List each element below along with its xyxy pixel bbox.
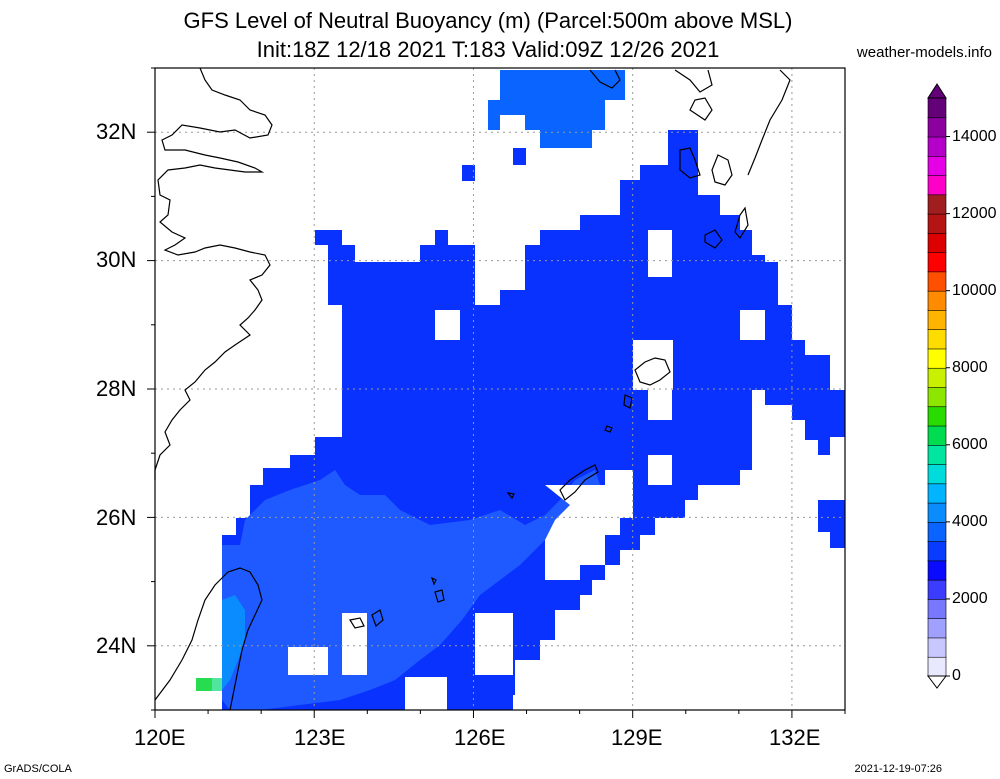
colorbar-label: 2000: [952, 589, 988, 607]
colorbar-swatch: [927, 232, 947, 253]
colorbar-swatch: [927, 560, 947, 581]
footer-software: GrADS/COLA: [4, 763, 72, 775]
footer-timestamp: 2021-12-19-07:26: [854, 763, 942, 775]
gap: [435, 310, 460, 340]
gap: [342, 613, 367, 675]
colorbar-label: 4000: [952, 512, 988, 530]
field-region-cyan: [222, 595, 245, 690]
colorbar-swatch: [927, 116, 947, 138]
colorbar-swatch: [927, 521, 947, 542]
colorbar-swatch: [927, 348, 947, 369]
x-tick-label: 120E: [134, 725, 186, 750]
y-tick-label: 30N: [96, 247, 137, 272]
lnb-field: [196, 70, 845, 710]
colorbar-swatch: [927, 386, 947, 408]
colorbar-label: 14000: [952, 127, 997, 145]
colorbar-swatch: [927, 617, 947, 639]
map-grid: [155, 68, 845, 710]
y-tick-label: 28N: [96, 376, 137, 401]
colorbar-swatch: [927, 444, 947, 465]
field-cell-c: [447, 680, 513, 710]
colorbar-swatch: [927, 271, 947, 292]
gap: [740, 310, 765, 340]
y-tick-label: 24N: [96, 633, 137, 658]
gap: [545, 470, 633, 580]
colorbar-label: 8000: [952, 358, 988, 376]
y-tick-label: 26N: [96, 505, 137, 530]
gap: [648, 385, 672, 420]
coastlines: [154, 67, 791, 711]
colorbar-swatch: [927, 309, 947, 330]
field-region-north: [488, 70, 625, 148]
coastline-taiwan: [154, 567, 263, 711]
colorbar-min-arrow: [927, 675, 947, 689]
colorbar-swatch: [927, 405, 947, 427]
map-ticks: [147, 67, 846, 718]
colorbar-swatch: [927, 155, 947, 176]
colorbar-swatch: [927, 367, 947, 388]
colorbar-label: 12000: [952, 204, 997, 222]
coastline-ryukyu: [349, 357, 671, 629]
gap: [648, 455, 672, 485]
colorbar: [927, 83, 950, 689]
colorbar-swatch: [927, 579, 947, 600]
colorbar-swatch: [927, 540, 947, 562]
y-tick-label: 32N: [96, 119, 137, 144]
colorbar-swatch: [927, 463, 947, 485]
x-tick-label: 123E: [294, 725, 346, 750]
gap: [648, 230, 672, 277]
colorbar-swatch: [927, 502, 947, 523]
gap: [475, 245, 525, 305]
field-cell-east: [818, 500, 845, 532]
colorbar-swatch: [927, 174, 947, 196]
x-tick-label: 126E: [454, 725, 506, 750]
colorbar-swatch: [927, 637, 947, 658]
colorbar-swatch: [927, 136, 947, 157]
colorbar-label: 6000: [952, 435, 988, 453]
field-cell-green-edge: [212, 678, 222, 691]
chart-subtitle: Init:18Z 12/18 2021 T:183 Valid:09Z 12/2…: [256, 37, 720, 62]
field-cell-a: [462, 165, 475, 181]
colorbar-swatch: [927, 290, 947, 311]
colorbar-swatch: [927, 328, 947, 350]
field-cell-b: [513, 148, 526, 165]
field-cell-east2: [830, 530, 845, 548]
colorbar-swatch: [927, 194, 947, 215]
colorbar-swatch: [927, 251, 947, 273]
colorbar-max-arrow: [927, 83, 947, 99]
colorbar-swatch: [927, 483, 947, 504]
colorbar-swatch: [927, 656, 947, 677]
coastline-korea-kyushu: [589, 69, 791, 249]
colorbar-swatch: [927, 425, 947, 446]
credit-label: weather-models.info: [856, 44, 992, 61]
gap: [405, 677, 447, 710]
colorbar-swatch: [927, 213, 947, 234]
colorbar-label: 10000: [952, 281, 997, 299]
gap: [475, 613, 513, 675]
coastline-china: [154, 67, 273, 480]
chart-title: GFS Level of Neutral Buoyancy (m) (Parce…: [183, 8, 793, 33]
field-gaps: [288, 230, 765, 710]
colorbar-label: 0: [952, 667, 961, 684]
gap: [288, 647, 328, 675]
x-tick-label: 132E: [769, 725, 821, 750]
x-tick-label: 129E: [611, 725, 663, 750]
colorbar-swatch: [927, 97, 947, 119]
colorbar-swatch: [927, 598, 947, 620]
